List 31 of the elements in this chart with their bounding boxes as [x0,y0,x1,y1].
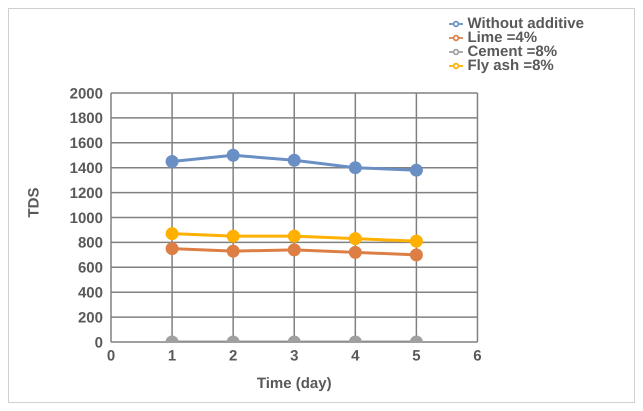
x-axis-title: Time (day) [256,375,332,392]
y-tick-label: 2000 [70,85,103,102]
x-tick-label: 1 [168,348,176,365]
y-tick-label: 1600 [70,135,103,152]
y-tick-label: 0 [94,334,103,352]
point [226,244,240,258]
x-tick-label: 6 [473,348,482,365]
y-tick-label: 1200 [70,184,103,202]
x-tick-label: 5 [412,348,421,365]
legend-label: Without additive [467,15,584,32]
point [166,227,179,240]
point [288,243,301,256]
point [226,230,240,243]
point [410,248,423,262]
y-axis-title: TDS [25,188,42,218]
x-tick-label: 4 [351,348,360,365]
y-tick-label: 1800 [70,110,103,128]
point [288,230,301,243]
point [410,234,423,248]
y-tick-label: 400 [78,284,103,302]
x-tick-label: 2 [228,348,238,365]
x-tick-label: 3 [290,348,298,365]
y-tick-label: 600 [78,260,103,277]
y-tick-label: 1400 [70,160,103,178]
point [348,232,362,246]
x-tick-label: 0 [106,348,116,365]
y-tick-label: 1000 [70,210,103,227]
y-tick-label: 200 [78,309,103,326]
point [166,242,179,256]
point [348,246,362,259]
y-tick-label: 800 [78,234,103,252]
